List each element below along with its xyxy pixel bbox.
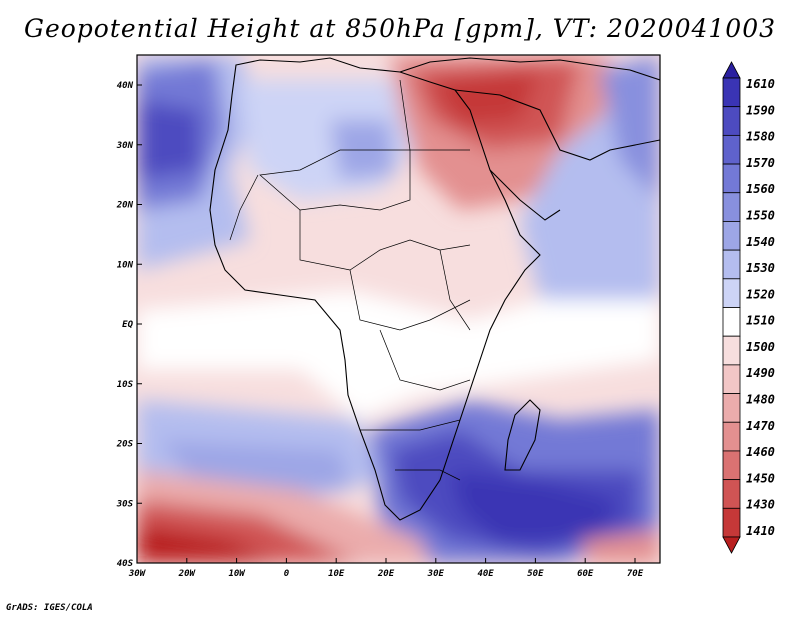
lat-label: 10N <box>117 260 134 270</box>
colorbar-label: 1580 <box>746 130 775 144</box>
colorbar-label: 1470 <box>746 419 775 433</box>
colorbar-label: 1460 <box>746 445 775 459</box>
lon-label: 70E <box>627 569 644 579</box>
lon-label: 10E <box>328 569 345 579</box>
red-sea-coastline <box>489 169 561 221</box>
grads-credit: GrADS: IGES/COLA <box>6 603 93 613</box>
colorbar-label: 1540 <box>746 235 775 249</box>
colorbar-label: 1520 <box>746 287 775 301</box>
colorbar-swatch <box>722 393 741 423</box>
lon-label: 40E <box>477 569 494 579</box>
lat-label: 40N <box>117 81 134 91</box>
colorbar-label: 1570 <box>746 156 775 170</box>
colorbar-swatch <box>722 134 741 165</box>
colorbar-swatch <box>722 507 741 538</box>
europe-coastline <box>399 57 660 81</box>
lat-label: 20S <box>116 440 134 450</box>
lon-label: 60E <box>577 569 594 579</box>
arabia-coastline <box>454 89 660 161</box>
height-field <box>137 55 660 563</box>
colorbar-label: 1510 <box>746 314 775 328</box>
lon-label: 30W <box>128 569 147 579</box>
latitude-axis: 40N 30N 20N 10N EQ 10S 20S 30S 40S <box>116 81 142 569</box>
lat-label: EQ <box>122 320 133 330</box>
colorbar-swatch <box>722 249 741 280</box>
colorbar-swatch <box>722 221 741 251</box>
colorbar-label: 1590 <box>746 103 775 117</box>
lat-label: 20N <box>116 201 134 211</box>
colorbar-swatch <box>722 192 741 222</box>
colorbar-label: 1480 <box>746 393 775 407</box>
colorbar-swatch <box>722 163 741 194</box>
colorbar-swatch <box>722 77 741 108</box>
chart-title: Geopotential Height at 850hPa [gpm], VT:… <box>23 14 777 43</box>
colorbar-label: 1500 <box>746 340 775 354</box>
colorbar-swatch <box>722 307 741 337</box>
colorbar-label: 1430 <box>746 498 775 512</box>
colorbar-swatch <box>722 479 741 509</box>
lon-label: 20E <box>377 569 395 579</box>
colorbar-swatch <box>722 61 741 79</box>
lon-label: 0 <box>284 569 290 579</box>
lat-label: 40S <box>117 559 134 569</box>
colorbar-label: 1550 <box>746 208 775 222</box>
lon-label: 50E <box>527 569 544 579</box>
colorbar-label: 1560 <box>746 182 775 196</box>
colorbar-label: 1490 <box>746 366 775 380</box>
colorbar-swatch <box>722 536 741 554</box>
colorbar-swatch <box>722 106 741 136</box>
coastlines <box>209 57 660 521</box>
map-frame <box>136 54 661 564</box>
colorbar-label: 1530 <box>746 261 775 275</box>
lat-label: 30N <box>116 141 134 151</box>
colorbar-label: 1410 <box>746 524 775 538</box>
lon-label: 20W <box>178 569 197 579</box>
lat-label: 30S <box>116 499 134 509</box>
longitude-axis: 30W 20W 10W 0 10E 20E 30E 40E 50E 60E 70E <box>128 558 644 579</box>
colorbar-swatch <box>722 335 741 366</box>
colorbar-swatch <box>722 278 741 308</box>
madagascar-coastline <box>504 399 541 471</box>
lon-label: 10W <box>228 569 246 579</box>
africa-coastline <box>209 57 541 521</box>
borders <box>229 79 471 481</box>
colorbar: 1610 1590 1580 1570 1560 1550 1540 1530 1520 1510… <box>722 61 775 554</box>
colorbar-swatch <box>722 450 741 481</box>
lon-label: 30E <box>427 569 445 579</box>
colorbar-label: 1450 <box>746 471 775 485</box>
lat-label: 10S <box>117 380 134 390</box>
colorbar-swatch <box>722 364 741 394</box>
colorbar-swatch <box>722 421 741 452</box>
colorbar-label: 1610 <box>746 77 775 91</box>
